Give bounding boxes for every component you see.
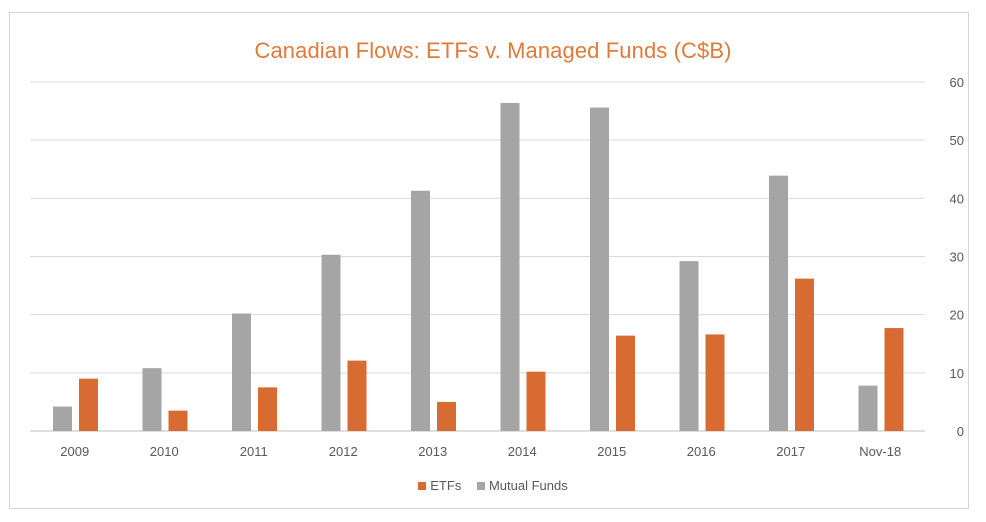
y-tick-label: 60 [950, 75, 964, 90]
legend-item-mutual-funds: Mutual Funds [476, 478, 568, 493]
bar-mutual-funds-2011 [232, 313, 251, 431]
bar-mutual-funds-2013 [411, 190, 430, 431]
legend-label-etfs: ETFs [430, 478, 462, 493]
x-tick-label: 2014 [508, 444, 537, 459]
y-tick-label: 10 [950, 366, 964, 381]
bar-etfs-nov-18 [884, 328, 904, 431]
legend-item-etfs: ETFs [418, 478, 461, 493]
chart-legend: ETFs Mutual Funds [0, 478, 986, 493]
bar-mutual-funds-nov-18 [858, 385, 878, 431]
chart-title: Canadian Flows: ETFs v. Managed Funds (C… [254, 38, 732, 63]
bar-mutual-funds-2012 [321, 254, 341, 431]
bar-mutual-funds-2014 [500, 102, 520, 431]
x-tick-label: 2013 [418, 444, 447, 459]
bar-etfs-2015 [616, 335, 635, 431]
bar-etfs-2013 [437, 401, 456, 431]
legend-swatch-mutual-funds [476, 482, 485, 490]
x-tick-label: Nov-18 [859, 444, 901, 459]
bar-mutual-funds-2016 [679, 261, 699, 431]
y-tick-label: 20 [950, 308, 964, 323]
x-tick-label: 2010 [150, 444, 179, 459]
bar-etfs-2012 [347, 360, 367, 431]
bar-etfs-2014 [526, 371, 546, 431]
x-tick-label: 2012 [329, 444, 358, 459]
y-tick-label: 40 [950, 191, 964, 206]
bar-etfs-2016 [705, 334, 725, 431]
x-tick-label: 2015 [597, 444, 626, 459]
x-tick-label: 2017 [776, 444, 805, 459]
bar-mutual-funds-2017 [769, 175, 788, 431]
x-tick-label: 2009 [60, 444, 89, 459]
bar-mutual-funds-2009 [53, 406, 72, 431]
bar-mutual-funds-2015 [590, 107, 609, 432]
bar-etfs-2009 [79, 378, 98, 431]
y-tick-label: 50 [950, 133, 964, 148]
y-tick-label: 0 [957, 424, 964, 439]
legend-label-mutual-funds: Mutual Funds [488, 478, 568, 493]
bar-etfs-2011 [258, 387, 277, 431]
bar-etfs-2017 [795, 278, 814, 431]
bar-etfs-2010 [168, 410, 188, 431]
bar-mutual-funds-2010 [142, 368, 162, 431]
legend-swatch-etfs [418, 482, 427, 490]
x-tick-label: 2011 [240, 444, 268, 459]
y-tick-label: 30 [950, 250, 964, 265]
x-tick-label: 2016 [687, 444, 716, 459]
